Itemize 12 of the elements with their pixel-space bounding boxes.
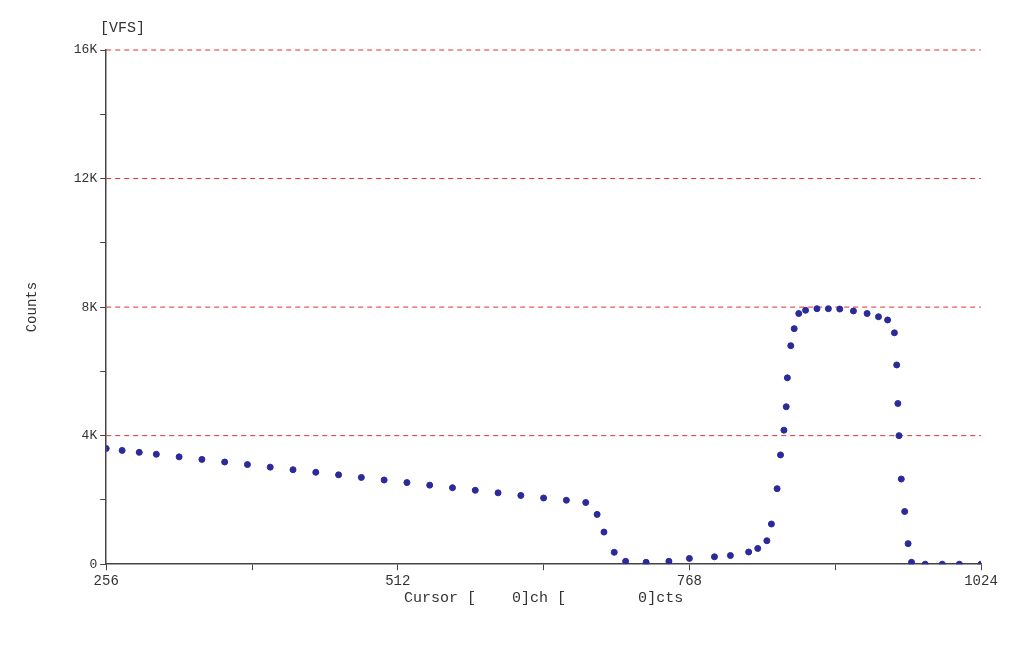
y-tick-label: 4K <box>81 428 98 444</box>
x-axis-title: Cursor [ 0]ch [ 0]cts <box>404 589 684 607</box>
x-tick-label: 768 <box>676 573 703 590</box>
y-tick-label: 12K <box>73 170 98 186</box>
y-tick-label: 16K <box>73 42 98 58</box>
x-tick-label: 1024 <box>964 573 998 590</box>
y-tick-label: 8K <box>81 299 98 315</box>
x-tick-label: 256 <box>93 573 119 590</box>
y-tick-label: 0 <box>89 556 98 572</box>
x-tick-label: 512 <box>385 573 411 590</box>
y-axis-title: Counts <box>24 281 41 333</box>
text: [VFS] <box>100 20 146 38</box>
